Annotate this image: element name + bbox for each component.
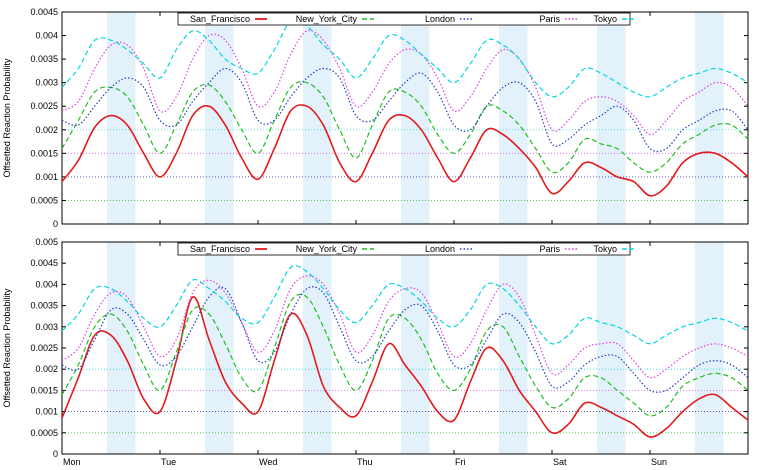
legend-label-san-francisco: San_Francisco (190, 14, 250, 24)
legend-label-london: London (425, 14, 455, 24)
legend: San_Francisco New_York_City London Paris Tok… (177, 12, 634, 26)
legend-label-paris: Paris (539, 244, 560, 254)
y-tick-label: 0.004 (35, 279, 58, 289)
shaded-band (204, 12, 234, 224)
series-line-new-york-city (61, 293, 749, 417)
y-tick-label: 0.002 (35, 364, 58, 374)
series-line-tokyo (61, 265, 749, 345)
legend-label-tokyo: Tokyo (593, 244, 617, 254)
shaded-band (204, 242, 234, 454)
shaded-band (596, 12, 626, 224)
shaded-band (694, 12, 724, 224)
x-tick-label: Sun (651, 457, 667, 467)
x-tick-label: Sat (553, 457, 567, 467)
y-tick-label: 0.003 (35, 78, 58, 88)
plot-frame (61, 11, 749, 225)
y-tick-label: 0.0035 (30, 54, 58, 64)
chart-panel-2: 0 0.0005 0.001 0.0015 0.002 0.0025 0.003 0.0035… (2, 237, 749, 467)
series-line-london (61, 67, 749, 153)
y-tick-label: 0.0045 (30, 258, 58, 268)
legend: San_Francisco New_York_City London Paris Tok… (177, 242, 634, 256)
y-tick-label: 0.0015 (30, 148, 58, 158)
y-tick-label: 0.001 (35, 172, 58, 182)
y-tick-label: 0.0025 (30, 343, 58, 353)
shaded-band (400, 242, 430, 454)
chart-panel-1: 0 0.0005 0.001 0.0015 0.002 0.0025 0.003 0.0035… (2, 7, 749, 229)
series-line-tokyo (61, 19, 749, 98)
shaded-band (302, 12, 332, 224)
y-tick-label: 0.001 (35, 407, 58, 417)
x-tick-label: Thu (357, 457, 373, 467)
legend-label-new-york-city: New_York_City (296, 14, 358, 24)
y-tick-label: 0.0025 (30, 101, 58, 111)
shaded-band (596, 242, 626, 454)
shaded-band (302, 242, 332, 454)
y-tick-label: 0 (53, 449, 58, 459)
y-tick-label: 0.0005 (30, 428, 58, 438)
series-line-london (61, 286, 749, 393)
series-line-san-francisco (61, 104, 749, 197)
y-axis-label: Offsetted Reaction Probability (2, 58, 12, 177)
legend-label-san-francisco: San_Francisco (190, 244, 250, 254)
legend-label-paris: Paris (539, 14, 560, 24)
y-tick-label: 0.005 (35, 237, 58, 247)
shaded-band (498, 242, 528, 454)
series-line-paris (61, 29, 749, 136)
legend-label-london: London (425, 244, 455, 254)
y-tick-label: 0.0035 (30, 301, 58, 311)
y-tick-label: 0.003 (35, 322, 58, 332)
y-axis-label: Offsetted Reaction Probability (2, 288, 12, 407)
x-tick-label: Tue (161, 457, 176, 467)
y-tick-label: 0.0015 (30, 385, 58, 395)
x-tick-label: Fri (455, 457, 466, 467)
shaded-band (400, 12, 430, 224)
y-tick-label: 0 (53, 219, 58, 229)
shaded-band (694, 242, 724, 454)
legend-label-new-york-city: New_York_City (296, 244, 358, 254)
shaded-band (106, 12, 136, 224)
x-tick-label: Wed (259, 457, 277, 467)
series-line-san-francisco (61, 296, 749, 438)
legend-label-tokyo: Tokyo (593, 14, 617, 24)
y-tick-label: 0.002 (35, 125, 58, 135)
x-tick-label: Mon (63, 457, 81, 467)
y-tick-label: 0.004 (35, 31, 58, 41)
y-tick-label: 0.0005 (30, 195, 58, 205)
y-tick-label: 0.0045 (30, 7, 58, 17)
